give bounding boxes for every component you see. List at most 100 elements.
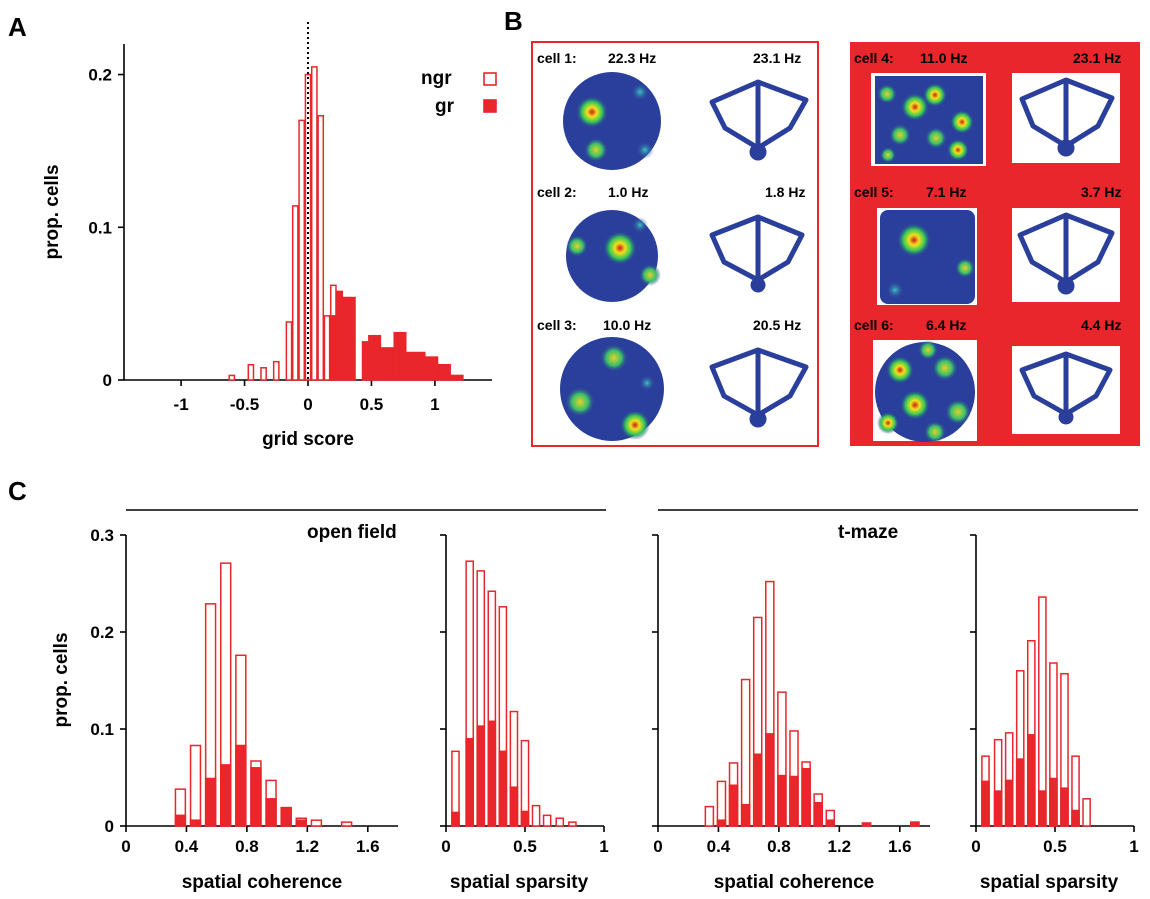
bar-gr [444,363,451,381]
bar-gr [374,334,382,381]
x-axis-label: spatial sparsity [980,872,1119,893]
cell-rate-t-maze: 1.8 Hz [765,184,805,200]
bar-gr [728,784,739,827]
x-tick-label: -1 [174,395,189,414]
chart-a-xlabel: grid score [262,429,354,450]
x-tick-label: 0.8 [235,837,259,856]
cell-label: cell 6: [854,317,894,333]
bar-gr [189,819,202,827]
legend-ngr-label: ngr [421,68,452,89]
bar-gr [437,363,445,381]
panel-letter-b: B [504,6,523,36]
cell-label: cell 4: [854,50,894,66]
bar-gr [342,296,350,381]
cell-rate-t-maze: 23.1 Hz [753,50,801,66]
bar-gr [789,775,799,827]
bar-gr [509,786,519,827]
chart-a-legend: ngr gr [421,68,497,117]
bar-gr [465,737,475,827]
bar-gr [487,720,497,827]
bar-gr [174,814,187,827]
y-tick-label: 0.3 [90,526,114,545]
bar-gr [752,753,763,827]
bar-total [340,821,353,827]
bar-gr [777,774,787,827]
x-tick-label: 0.5 [513,837,537,856]
cell-rate-open-field: 10.0 Hz [603,317,651,333]
t-maze-title: t-maze [838,522,898,543]
cell-rate-open-field: 7.1 Hz [926,184,966,200]
bar-total [716,780,727,827]
cell-rate-t-maze: 3.7 Hz [1081,184,1121,200]
cell-2-t-maze-map [709,214,805,293]
cell-1-labels: cell 1: 22.3 Hz 23.1 Hz [537,50,801,66]
bar-gr [1071,809,1080,827]
x-tick-label: 1.2 [828,837,852,856]
bar-gr [1060,787,1069,827]
x-tick-label: 1.2 [296,837,320,856]
bar-gr [204,777,217,827]
bar-gr [451,811,460,827]
x-tick-label: 0.5 [360,395,384,414]
cell-label: cell 1: [537,50,577,66]
cell-label: cell 2: [537,184,577,200]
cell-6-t-maze-map [1019,351,1113,425]
bar-ngr [285,321,293,381]
bar-gr [399,331,407,381]
bar-gr [450,374,458,381]
y-tick-label: 0 [105,817,114,836]
bar-gr [393,331,401,381]
bar-gr [361,341,369,381]
cell-label: cell 3: [537,317,577,333]
panel-letter-a: A [8,12,27,42]
cell-rate-t-maze: 4.4 Hz [1081,317,1121,333]
bar-gr [476,725,486,827]
chart-a: 0 0.1 0.2 -1 -0.5 0 0.5 1 prop. cells grid sco… [42,22,497,450]
y-tick-label: 0.2 [88,66,112,85]
bar-gr [280,807,292,827]
cell-3-labels: cell 3: 10.0 Hz 20.5 Hz [537,317,801,333]
cell-2-open-field-map [566,210,661,302]
x-tick-label: 1.6 [888,837,912,856]
panel-b: cell 1: 22.3 Hz 23.1 Hz cell 2: 1.0 Hz 1… [531,41,1140,447]
x-tick-label: 0 [441,837,450,856]
bar-gr [1038,790,1047,827]
chart-c-2: 0 0.5 1 spatial sparsity [440,534,609,893]
x-tick-label: 0 [121,837,130,856]
bar-ngr [272,360,280,381]
chart-c-3: 0 0.4 0.8 1.2 1.6 spatial coherence [652,534,930,893]
bar-gr [740,803,751,827]
chart-c-ylabel: prop. cells [51,632,72,727]
bar-total [310,819,323,827]
y-tick-label: 0.1 [88,218,112,237]
cell-6-labels: cell 6: 6.4 Hz 4.4 Hz [854,317,1121,333]
cell-3-open-field-map [560,337,664,441]
x-tick-label: 1 [599,837,608,856]
bar-gr [418,351,426,381]
bar-ngr [323,315,331,381]
x-tick-label: 0.4 [175,837,199,856]
bar-total [568,821,577,827]
bar-ngr [310,66,318,381]
bar-gr [1026,734,1036,827]
bar-gr [765,733,775,827]
bar-ngr [247,363,255,381]
cell-3-t-maze-map [709,347,809,428]
cell-rate-open-field: 6.4 Hz [926,317,966,333]
x-tick-label: -0.5 [230,395,259,414]
bar-gr [265,798,277,827]
cell-6-open-field-map [875,340,975,443]
bar-total [555,817,565,827]
bar-gr [993,790,1003,827]
chart-c-4: 0 0.5 1 spatial sparsity [970,534,1139,893]
x-tick-label: 0 [303,395,312,414]
x-tick-label: 0.5 [1043,837,1067,856]
bar-gr [425,356,432,381]
bar-gr [330,315,337,381]
bar-gr [431,356,439,381]
x-axis-label: spatial sparsity [450,872,589,893]
bar-gr [716,819,727,827]
x-tick-label: 0.4 [707,837,731,856]
bar-gr [380,347,388,381]
